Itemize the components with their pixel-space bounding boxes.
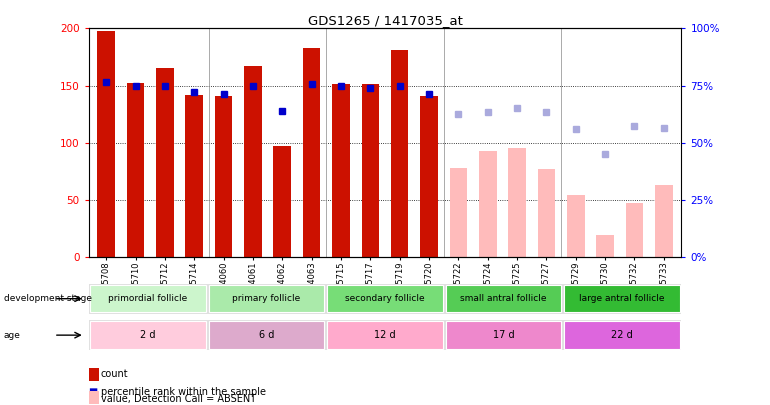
Text: 2 d: 2 d — [140, 330, 156, 339]
Text: primary follicle: primary follicle — [233, 294, 300, 303]
Bar — [420, 96, 438, 257]
Bar — [446, 285, 561, 312]
Bar — [303, 48, 320, 257]
Bar — [215, 96, 233, 257]
Bar — [127, 83, 144, 257]
Bar — [90, 285, 206, 312]
Bar — [596, 235, 614, 257]
Bar — [327, 285, 443, 312]
Bar — [655, 185, 673, 257]
Bar — [626, 203, 643, 257]
Bar — [186, 95, 203, 257]
Text: count: count — [101, 369, 129, 379]
Bar — [450, 168, 467, 257]
Title: GDS1265 / 1417035_at: GDS1265 / 1417035_at — [307, 14, 463, 27]
Bar — [332, 84, 350, 257]
Bar — [273, 146, 291, 257]
Text: 17 d: 17 d — [493, 330, 514, 339]
Bar — [244, 66, 262, 257]
Bar — [209, 322, 324, 349]
Bar — [327, 322, 443, 349]
Bar — [446, 322, 561, 349]
Bar — [537, 169, 555, 257]
Bar — [209, 285, 324, 312]
Text: small antral follicle: small antral follicle — [460, 294, 547, 303]
Bar — [90, 322, 206, 349]
Text: age: age — [4, 330, 21, 340]
Bar — [97, 31, 115, 257]
Text: secondary follicle: secondary follicle — [345, 294, 425, 303]
Text: large antral follicle: large antral follicle — [579, 294, 665, 303]
Bar — [567, 195, 584, 257]
Bar — [479, 151, 497, 257]
Bar — [508, 149, 526, 257]
Text: 12 d: 12 d — [374, 330, 396, 339]
Text: development stage: development stage — [4, 294, 92, 303]
Text: 22 d: 22 d — [611, 330, 633, 339]
Bar — [391, 50, 408, 257]
Text: value, Detection Call = ABSENT: value, Detection Call = ABSENT — [101, 394, 256, 403]
Text: primordial follicle: primordial follicle — [109, 294, 187, 303]
Bar — [362, 84, 379, 257]
Text: 6 d: 6 d — [259, 330, 274, 339]
Bar — [564, 285, 680, 312]
Text: ■: ■ — [89, 387, 98, 397]
Text: percentile rank within the sample: percentile rank within the sample — [101, 387, 266, 397]
Bar — [156, 68, 174, 257]
Bar — [564, 322, 680, 349]
